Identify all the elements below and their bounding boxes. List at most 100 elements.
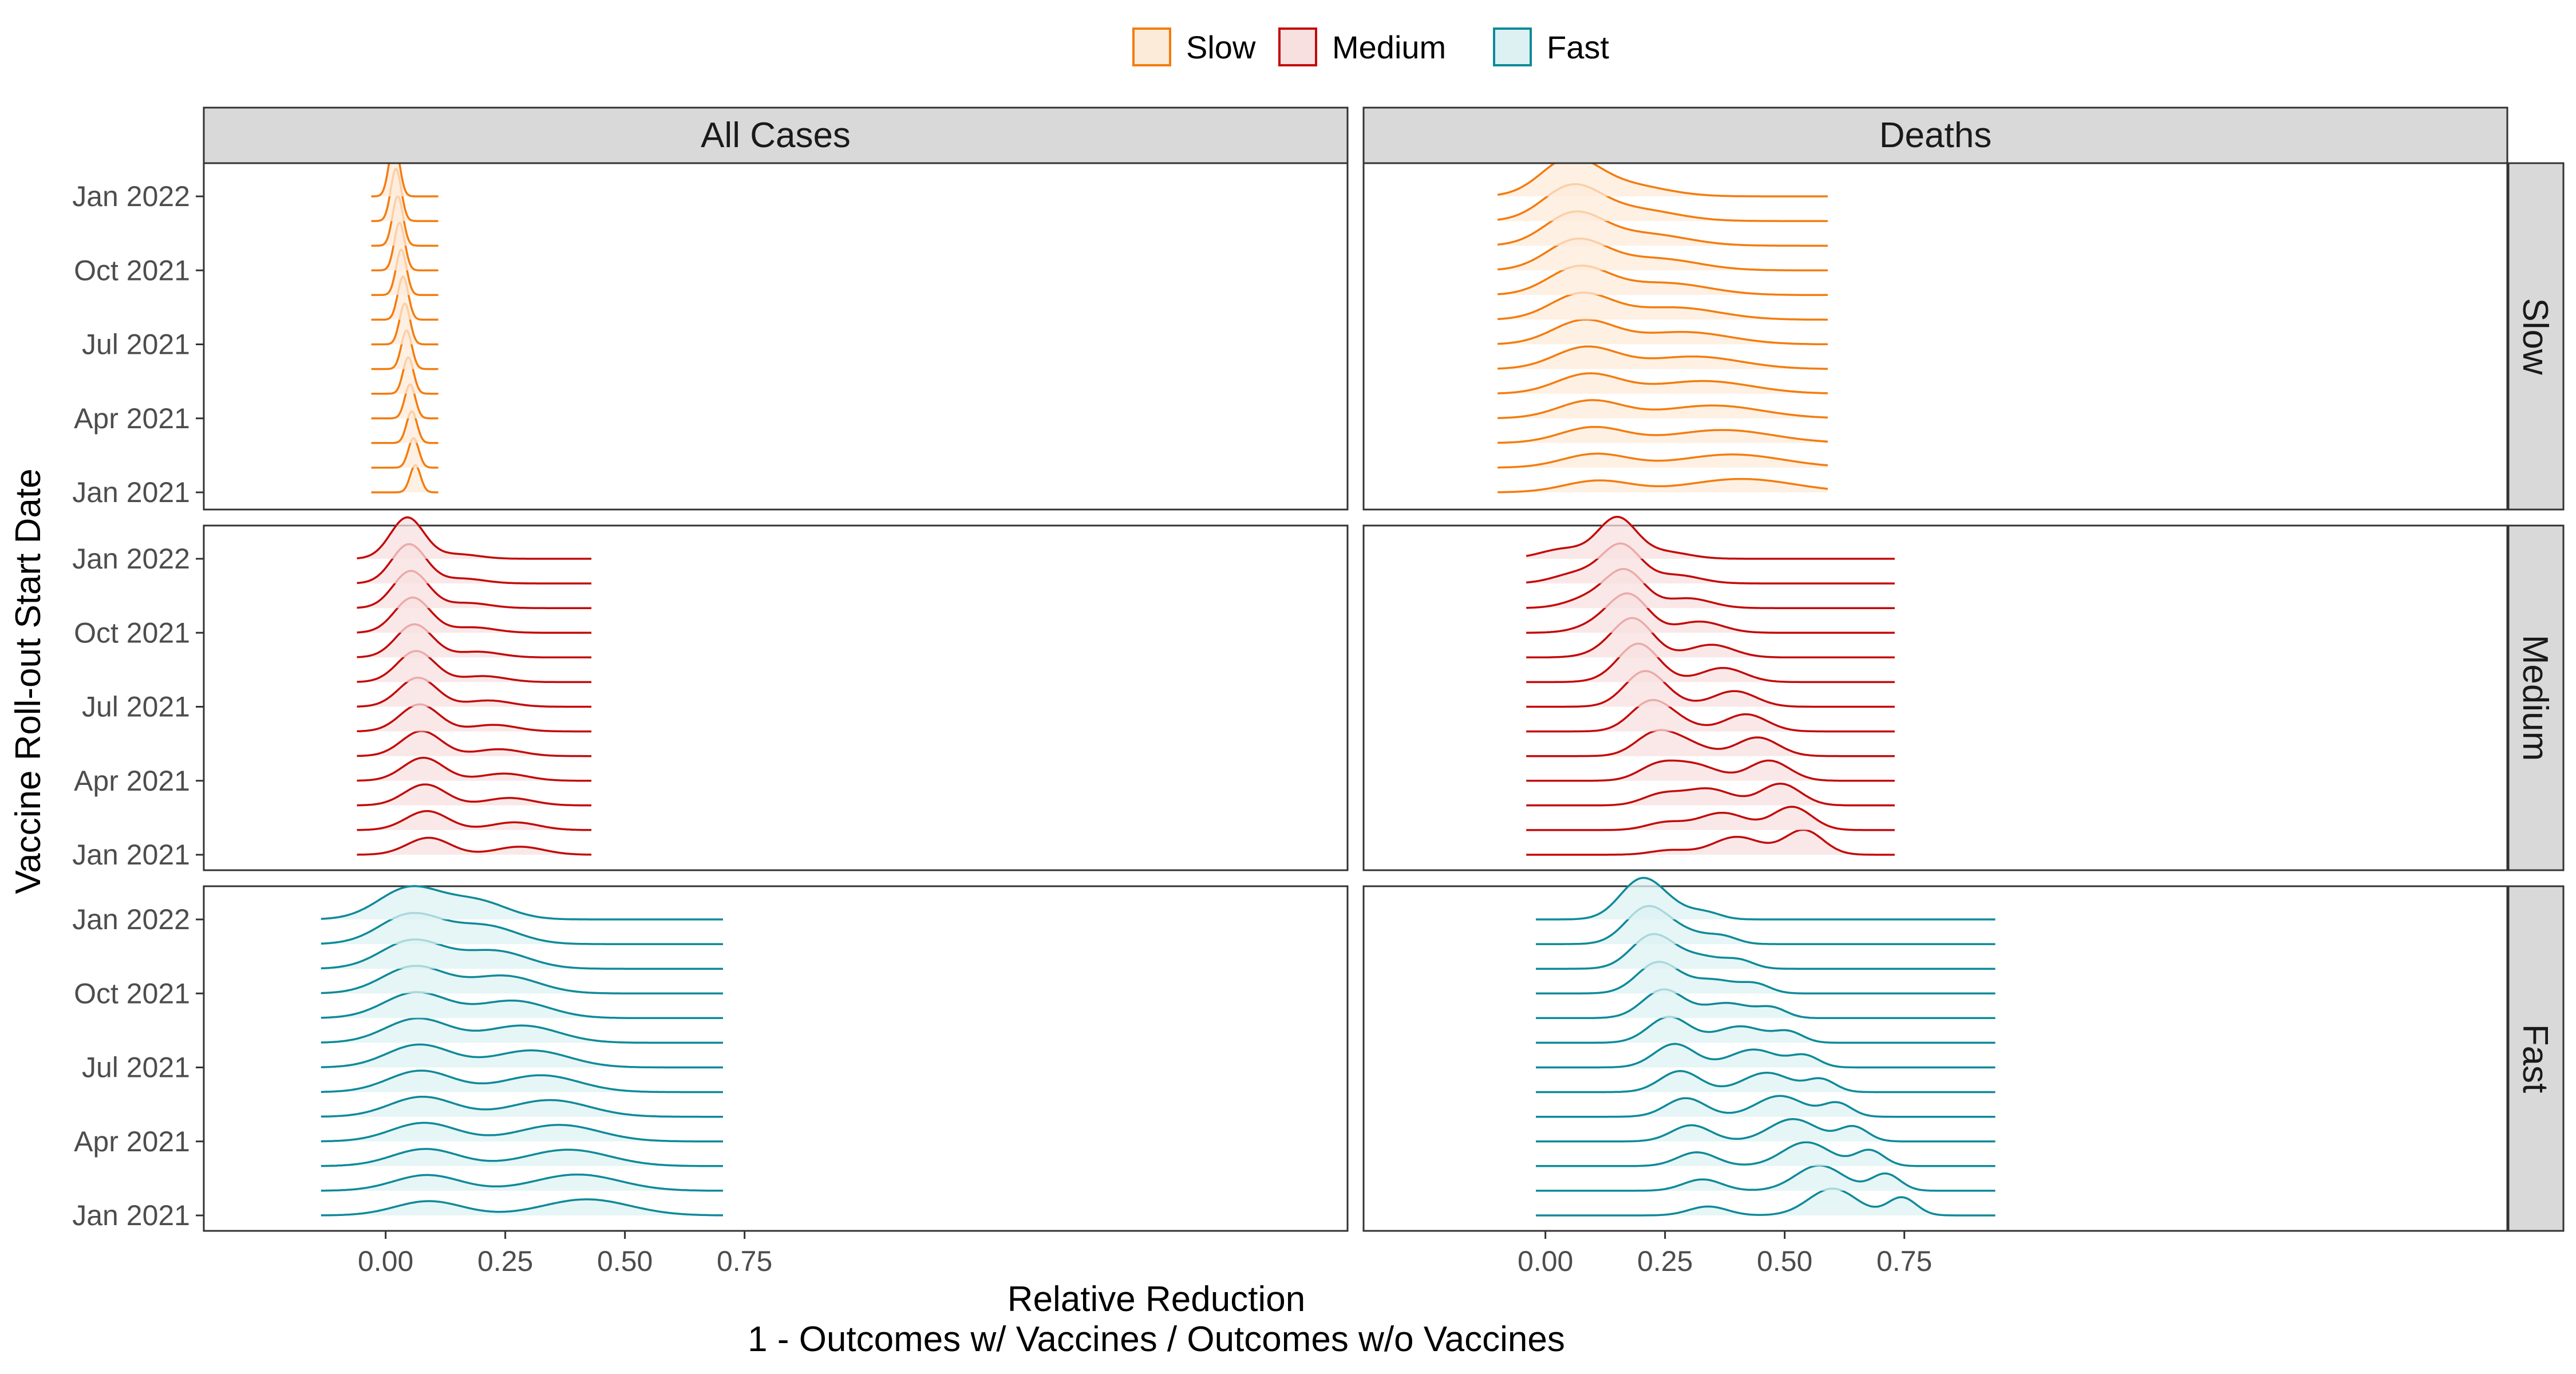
ridge-2021-01-01 [357,836,592,856]
ridge-line [321,1173,723,1192]
ridge-line [1536,1118,1996,1143]
ridge-fill [321,1071,723,1092]
ridge-line [1536,1043,1996,1069]
legend-key [1278,27,1317,66]
ridge-fill [321,1174,723,1191]
row-strip-label: Slow [2515,298,2555,375]
y-tick-label: Oct 2021 [74,977,190,1009]
ridge-line [1526,568,1895,609]
ridge-line [321,1122,723,1143]
ridge-2022-01-01 [1497,156,1828,198]
ridge-line [321,1148,723,1167]
ridge-line [1498,425,1828,444]
ridge-2021-03-01 [321,1148,723,1167]
ridge-line [321,885,723,921]
ridge-fill [371,465,438,492]
ridge-2021-08-01 [357,650,592,684]
ridge-2021-05-01 [1526,729,1895,757]
y-tick-label: Jan 2021 [72,1199,190,1231]
ridge-fill [1498,266,1828,295]
ridge-fill [357,731,592,756]
ridge-line [1526,515,1895,560]
panel-border [203,162,1349,511]
column-strip-deaths: Deaths [1362,106,2508,164]
legend: Slow Medium Fast [1132,27,1609,66]
x-tick-label: 0.50 [1757,1245,1812,1277]
ridge-line [357,703,592,733]
ridge-line [321,991,723,1020]
ridge-2021-12-01 [321,911,723,945]
y-tick-label: Jan 2021 [72,839,190,871]
ridge-fill [321,1199,723,1215]
y-tick-label: Jul 2021 [82,691,190,723]
ridge-line [1526,592,1895,634]
panel-all-cases-fast [203,885,1349,1232]
ridge-2021-10-01 [1497,237,1828,271]
y-tick-label: Apr 2021 [74,402,190,435]
ridge-line [1526,617,1895,659]
facet-strips: All Cases Deaths Slow Medium Fast [203,106,2565,1232]
ridge-fill [1536,1071,1996,1092]
ridge-2021-10-01 [1536,961,1996,995]
ridge-fill [371,411,438,443]
x-axis-ticks: 0.00 0.25 0.50 0.75 0.00 0.25 0.50 0.75 [358,1231,1932,1277]
ridge-2022-01-01 [357,516,592,560]
ridge-2021-09-01 [1497,264,1828,297]
ridge-2021-02-01 [357,810,592,831]
ridge-2021-03-01 [1526,783,1895,807]
ridge-line [1498,345,1828,370]
ridge-line [357,676,592,708]
y-tick-label: Jul 2021 [82,1052,190,1084]
ridge-fill [321,913,723,945]
ridge-2021-08-01 [1536,1016,1996,1044]
ridge-fill [357,784,592,806]
ridge-fill [1526,516,1895,559]
ridge-fill [371,277,438,320]
ridge-2021-01-01 [321,1198,723,1217]
ridge-line [1536,1164,1996,1192]
ridge-2021-05-01 [357,730,592,757]
row-strip-label: Medium [2515,635,2555,761]
ridge-line [357,597,592,634]
ridge-line [1536,1070,1996,1093]
ridge-line [1526,698,1895,733]
y-tick-label: Apr 2021 [74,765,190,797]
y-tick-label: Jan 2022 [72,903,190,935]
ridge-fill [357,838,592,855]
ridge-fill [357,517,592,559]
ridge-fill [1498,238,1828,271]
ridge-fill [1536,878,1996,919]
ridge-2021-06-01 [1498,345,1828,370]
ridge-line [371,383,438,420]
ridge-line [1536,933,1996,970]
ridge-line [1498,318,1828,346]
ridge-line [371,168,438,222]
ridge-line [357,516,592,560]
ridge-line [371,464,438,493]
ridge-2022-01-01 [1526,515,1895,560]
panel-all-cases-medium [203,516,1349,871]
ridge-2021-06-01 [321,1069,723,1093]
x-tick-label: 0.25 [1637,1245,1693,1277]
ridge-2021-11-01 [371,195,438,247]
ridge-fill [1536,1165,1996,1191]
y-tick-label: Oct 2021 [74,617,190,649]
ridge-line [1536,961,1996,995]
panel-border [1362,885,2508,1232]
ridge-2021-08-01 [1526,642,1895,684]
ridge-line [1536,905,1996,945]
legend-key [1493,27,1532,66]
ridge-line [321,911,723,945]
ridge-line [1498,291,1828,321]
x-axis-subtitle: 1 - Outcomes w/ Vaccines / Outcomes w/o … [748,1320,1565,1359]
x-tick-label: 0.75 [1876,1245,1932,1277]
row-strip-slow: Slow [2507,162,2565,511]
ridge-2021-04-01 [1498,399,1828,420]
ridge-line [1526,828,1895,856]
ridge-fill [1526,807,1895,830]
facet-panels [203,141,2508,1232]
ridge-fill [1498,156,1828,196]
ridge-line [321,965,723,994]
ridge-fill [371,330,438,369]
